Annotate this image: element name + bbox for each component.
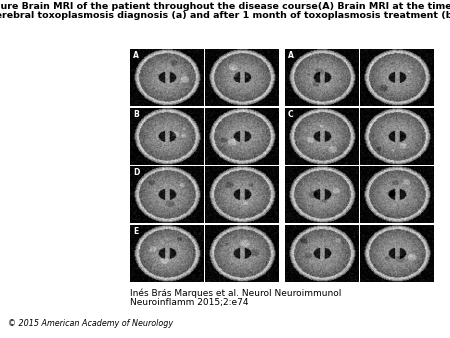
Text: © 2015 American Academy of Neurology: © 2015 American Academy of Neurology xyxy=(8,319,173,328)
Text: A: A xyxy=(288,51,294,60)
Text: Neuroinflamm 2015;2:e74: Neuroinflamm 2015;2:e74 xyxy=(130,298,248,307)
Text: C: C xyxy=(288,110,293,119)
Text: E: E xyxy=(133,227,138,236)
Text: B: B xyxy=(133,110,139,119)
Text: D: D xyxy=(133,168,140,177)
Text: A: A xyxy=(133,51,139,60)
Text: cerebral toxoplasmosis diagnosis (a) and after 1 month of toxoplasmosis treatmen: cerebral toxoplasmosis diagnosis (a) and… xyxy=(0,11,450,20)
Text: Figure Brain MRI of the patient throughout the disease course(A) Brain MRI at th: Figure Brain MRI of the patient througho… xyxy=(0,2,450,11)
Text: Inés Brás Marques et al. Neurol Neuroimmunol: Inés Brás Marques et al. Neurol Neuroimm… xyxy=(130,288,342,297)
